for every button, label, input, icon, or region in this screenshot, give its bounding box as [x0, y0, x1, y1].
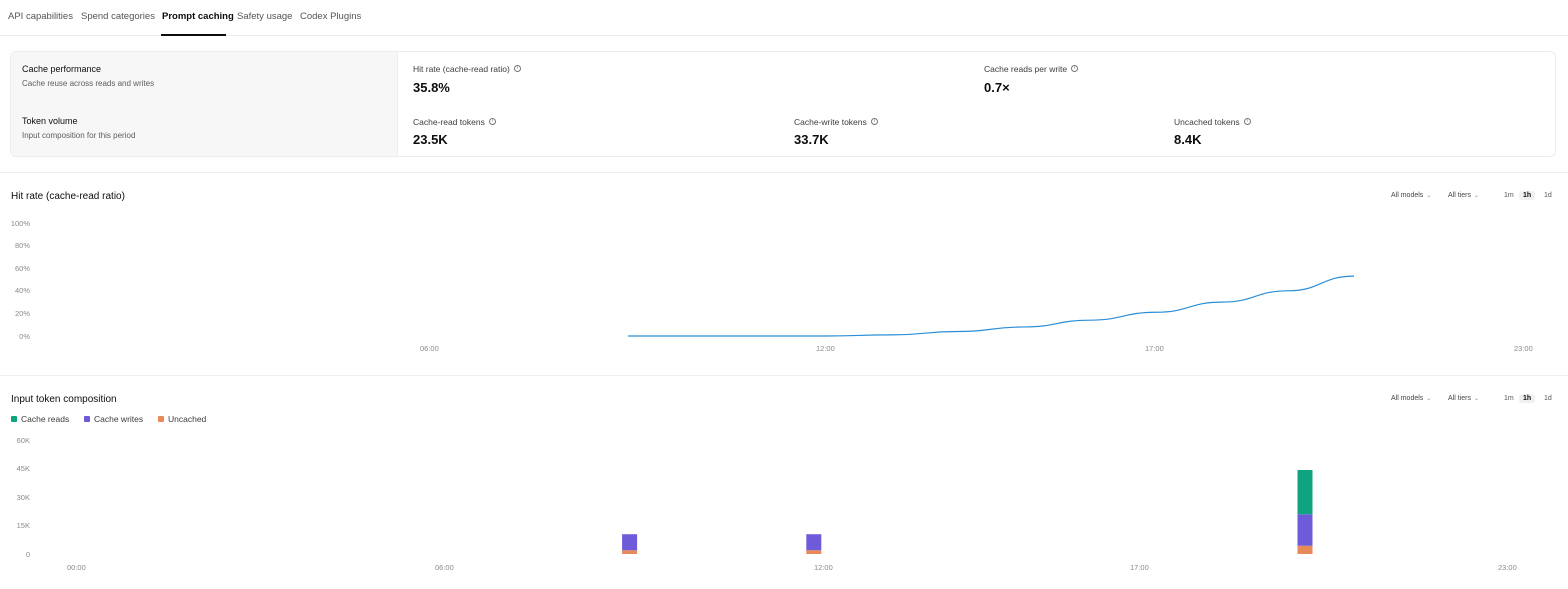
metric-uncached-tokens-label-text: Uncached tokens: [1174, 117, 1240, 127]
x-tick-label: 23:00: [1498, 563, 1517, 572]
bar-segment-cache-writes[interactable]: [622, 534, 638, 551]
range-1d-button[interactable]: 1d: [1544, 395, 1552, 402]
y-tick-label: 30K: [16, 493, 30, 502]
tiers-filter-label: All tiers: [1448, 395, 1471, 402]
active-tab-indicator: [161, 34, 226, 36]
models-filter-dropdown[interactable]: All models ⌄: [1391, 192, 1431, 199]
info-icon[interactable]: i: [870, 118, 878, 126]
x-tick-label: 17:00: [1145, 344, 1164, 353]
tiers-filter-dropdown[interactable]: All tiers ⌄: [1448, 395, 1479, 402]
legend-swatch: [11, 415, 17, 422]
metric-reads-per-write-label-text: Cache reads per write: [984, 64, 1068, 74]
bar-segment-cache-writes[interactable]: [806, 534, 822, 551]
legend-item-uncached: Uncached: [158, 414, 206, 424]
tab-safety-usage[interactable]: Safety usage: [237, 11, 293, 22]
x-tick-label: 17:00: [1130, 563, 1149, 572]
y-tick-label: 80%: [14, 241, 30, 250]
metric-hit-rate-label-text: Hit rate (cache-read ratio): [413, 64, 510, 74]
summary-card: Cache performance Cache reuse across rea…: [10, 51, 1556, 157]
range-1d-button[interactable]: 1d: [1544, 192, 1552, 199]
metric-cache-read-tokens-label-text: Cache-read tokens: [413, 117, 485, 127]
x-tick-label: 12:00: [816, 344, 835, 353]
legend-label: Cache writes: [94, 414, 144, 424]
chevron-down-icon: ⌄: [1473, 396, 1479, 402]
chevron-down-icon: ⌄: [1426, 193, 1432, 199]
token-composition-chart-title: Input token composition: [11, 394, 117, 405]
cache-performance-subtitle: Cache reuse across reads and writes: [22, 79, 155, 88]
metric-reads-per-write-value: 0.7×: [984, 80, 1010, 95]
tab-spend-categories[interactable]: Spend categories: [81, 11, 155, 22]
models-filter-label: All models: [1391, 192, 1424, 199]
range-1m-button[interactable]: 1m: [1504, 192, 1514, 199]
legend-swatch: [158, 415, 164, 422]
info-icon[interactable]: i: [1071, 65, 1079, 73]
y-tick-label: 40%: [14, 286, 30, 295]
tab-bar: API capabilities Spend categories Prompt…: [0, 0, 1568, 36]
bar-segment-uncached[interactable]: [806, 550, 822, 554]
tab-codex-plugins[interactable]: Codex Plugins: [300, 11, 362, 22]
metric-cache-read-tokens-value: 23.5K: [413, 132, 448, 147]
tab-prompt-caching[interactable]: Prompt caching: [162, 11, 234, 22]
models-filter-dropdown[interactable]: All models ⌄: [1391, 395, 1431, 402]
metric-cache-write-tokens-label: Cache-write tokens i: [794, 117, 878, 127]
hit-rate-series-line: [628, 275, 1355, 337]
x-tick-label: 23:00: [1514, 344, 1533, 353]
legend-label: Uncached: [168, 414, 207, 424]
range-1h-button[interactable]: 1h: [1519, 191, 1536, 200]
cache-performance-title: Cache performance: [22, 64, 102, 74]
models-filter-label: All models: [1391, 395, 1424, 402]
bar-segment-cache-reads[interactable]: [1297, 470, 1313, 515]
bar-segment-cache-writes[interactable]: [1297, 514, 1313, 546]
tiers-filter-label: All tiers: [1448, 192, 1471, 199]
section-divider: [0, 375, 1568, 376]
metric-hit-rate-value: 35.8%: [413, 80, 450, 95]
metric-uncached-tokens-value: 8.4K: [1174, 132, 1202, 147]
y-tick-label: 0: [25, 550, 30, 559]
x-tick-label: 06:00: [420, 344, 439, 353]
chevron-down-icon: ⌄: [1473, 193, 1479, 199]
metric-cache-write-tokens-value: 33.7K: [794, 132, 829, 147]
section-divider: [0, 172, 1568, 173]
token-volume-title: Token volume: [22, 116, 78, 126]
info-icon[interactable]: i: [1243, 118, 1251, 126]
bar-segment-uncached[interactable]: [622, 550, 638, 554]
y-tick-label: 60%: [14, 264, 30, 273]
summary-section-labels: Cache performance Cache reuse across rea…: [11, 52, 398, 156]
metric-hit-rate-label: Hit rate (cache-read ratio) i: [413, 64, 521, 74]
y-tick-label: 60K: [16, 436, 30, 445]
y-tick-label: 20%: [14, 309, 30, 318]
legend-item-cache-reads: Cache reads: [11, 414, 69, 424]
metric-uncached-tokens-label: Uncached tokens i: [1174, 117, 1251, 127]
x-tick-label: 12:00: [814, 563, 833, 572]
hit-rate-chart-title: Hit rate (cache-read ratio): [11, 191, 125, 202]
range-1h-button[interactable]: 1h: [1519, 394, 1536, 403]
range-1m-button[interactable]: 1m: [1504, 395, 1514, 402]
y-tick-label: 45K: [16, 464, 30, 473]
bar-segment-uncached[interactable]: [1297, 545, 1313, 554]
y-tick-label: 15K: [16, 521, 30, 530]
tiers-filter-dropdown[interactable]: All tiers ⌄: [1448, 192, 1479, 199]
metric-cache-read-tokens-label: Cache-read tokens i: [413, 117, 496, 127]
info-icon[interactable]: i: [488, 118, 496, 126]
x-tick-label: 06:00: [435, 563, 454, 572]
info-icon[interactable]: i: [513, 65, 521, 73]
metric-cache-write-tokens-label-text: Cache-write tokens: [794, 117, 867, 127]
tab-api-capabilities[interactable]: API capabilities: [8, 11, 73, 22]
y-tick-label: 0%: [19, 332, 30, 341]
y-tick-label: 100%: [10, 219, 30, 228]
chevron-down-icon: ⌄: [1426, 396, 1432, 402]
x-tick-label: 00:00: [67, 563, 86, 572]
metric-reads-per-write-label: Cache reads per write i: [984, 64, 1079, 74]
legend-label: Cache reads: [21, 414, 70, 424]
legend-item-cache-writes: Cache writes: [84, 414, 143, 424]
token-volume-subtitle: Input composition for this period: [22, 131, 136, 140]
legend-swatch: [84, 415, 90, 422]
